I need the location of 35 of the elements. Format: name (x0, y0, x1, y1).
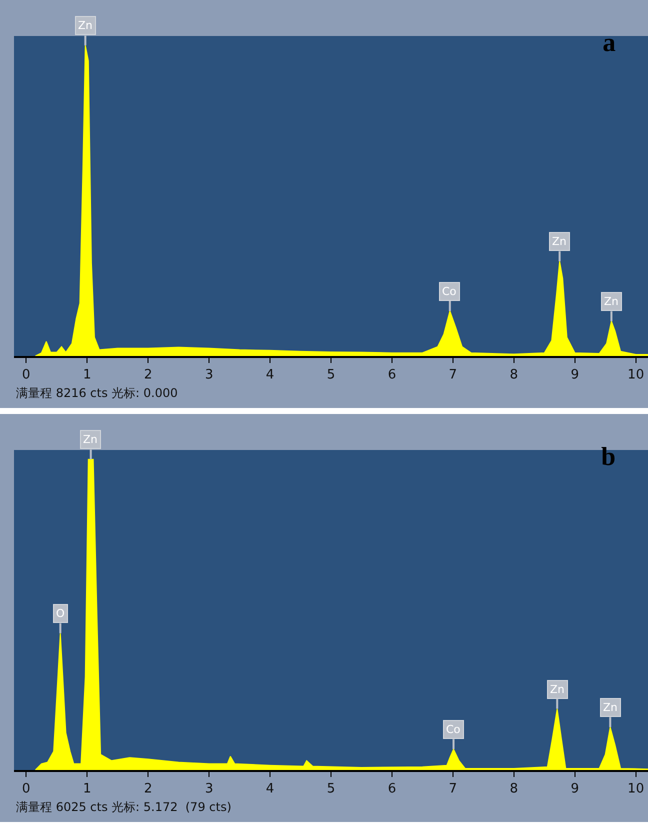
chart-title: a (602, 28, 616, 57)
x-tick-label: 7 (448, 782, 458, 797)
annotation: Zn (83, 433, 98, 446)
annotation: Zn (78, 19, 93, 32)
x-tick-label: 7 (448, 368, 458, 383)
x-tick-label: 4 (266, 782, 274, 797)
chart-title: b (601, 442, 616, 471)
x-tick-label: 10 (628, 782, 644, 797)
text: 满量程 6025 cts 光标: 5.172 (79 cts) (16, 800, 232, 814)
x-tick-label: 9 (570, 782, 579, 797)
x-tick-label: 3 (204, 782, 214, 797)
annotation: Zn (552, 235, 567, 248)
x-tick-label: 1 (83, 368, 92, 383)
x-tick-label: 0 (22, 782, 30, 797)
x-tick-label: 0 (22, 368, 30, 383)
x-tick-label: 4 (266, 368, 274, 383)
x-tick-label: 3 (204, 368, 214, 383)
annotation: Co (446, 723, 461, 736)
annotation: O (56, 607, 65, 620)
x-tick-label: 8 (510, 782, 518, 797)
x-tick-label: 2 (144, 368, 152, 383)
annotation: Zn (604, 295, 619, 308)
x-tick-label: 6 (388, 368, 396, 383)
annotation: Zn (603, 701, 618, 714)
x-tick-label: 9 (570, 368, 579, 383)
x-tick-label: 5 (326, 782, 336, 797)
x-tick-label: 1 (83, 782, 92, 797)
x-tick-label: 2 (144, 782, 152, 797)
x-tick-label: 10 (628, 368, 644, 383)
x-tick-label: 6 (388, 782, 396, 797)
annotation: Co (442, 285, 457, 298)
text: 满量程 8216 cts 光标: 0.000 (16, 386, 178, 400)
annotation: Zn (550, 683, 565, 696)
x-tick-label: 5 (326, 368, 336, 383)
x-tick-label: 8 (510, 368, 518, 383)
